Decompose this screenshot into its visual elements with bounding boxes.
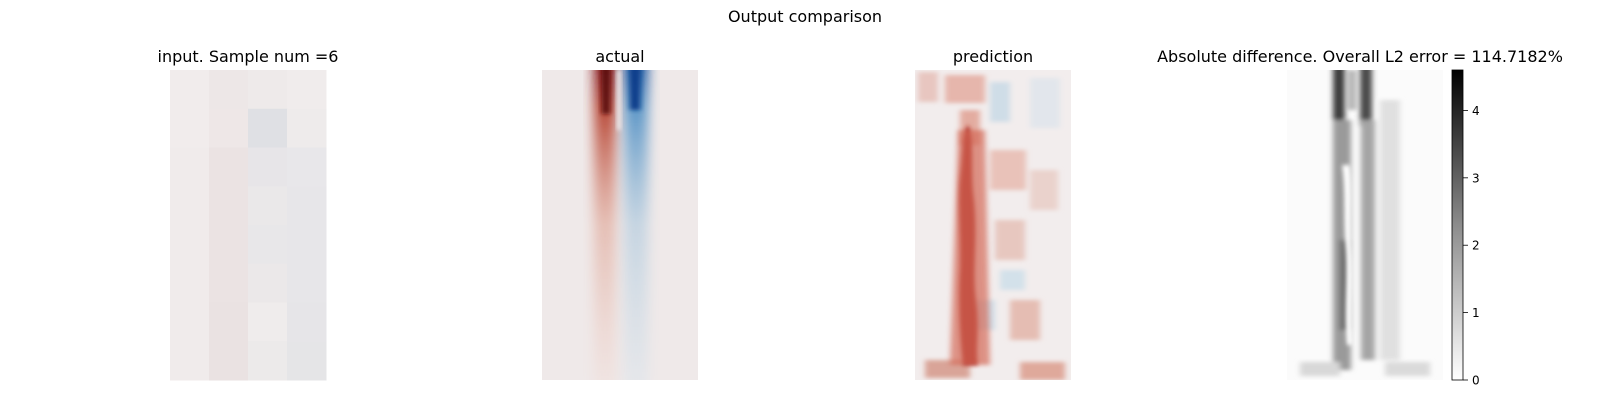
input-cell: [170, 147, 210, 187]
input-cell: [209, 108, 249, 148]
input-cell: [209, 341, 249, 381]
input-cell: [209, 263, 249, 303]
difference-streak: [1385, 362, 1430, 376]
input-cell: [248, 225, 288, 265]
input-cell: [248, 108, 288, 148]
colorbar-ticks: 0 1 2 3 4: [1463, 104, 1480, 388]
colorbar-tick-label: 1: [1472, 306, 1480, 320]
input-cell: [209, 70, 249, 110]
input-cell: [248, 263, 288, 303]
difference-panel-title: Absolute difference. Overall L2 error = …: [1157, 47, 1563, 66]
input-cell: [248, 341, 288, 381]
input-panel: input. Sample num =6: [158, 47, 339, 381]
input-cell: [170, 108, 210, 148]
input-cell: [287, 263, 327, 303]
colorbar-tick-label: 3: [1472, 171, 1480, 185]
input-cell: [209, 225, 249, 265]
input-cell: [248, 147, 288, 187]
input-cell: [170, 186, 210, 226]
input-cell: [209, 147, 249, 187]
prediction-red-halo: [950, 130, 990, 365]
prediction-blob: [1030, 78, 1060, 128]
colorbar-tick-label: 0: [1472, 374, 1480, 388]
input-cell: [287, 147, 327, 187]
prediction-blob: [990, 82, 1010, 122]
actual-blue-core: [630, 70, 640, 110]
difference-streak: [1360, 70, 1372, 126]
actual-gap: [617, 70, 621, 130]
prediction-heatmap: [915, 70, 1071, 380]
difference-streak: [1361, 120, 1375, 360]
difference-streak: [1380, 100, 1400, 360]
input-cell: [287, 70, 327, 110]
difference-streak: [1300, 362, 1340, 376]
actual-red-core: [602, 70, 610, 114]
input-cell: [287, 186, 327, 226]
actual-heatmap: [542, 70, 698, 380]
input-cell: [170, 341, 210, 381]
input-cell: [287, 341, 327, 381]
difference-white-gap: [1342, 165, 1353, 345]
colorbar-gradient: [1451, 69, 1464, 381]
input-cell: [248, 302, 288, 342]
input-cell: [170, 70, 210, 110]
prediction-blob: [1010, 300, 1040, 340]
difference-streak: [1333, 70, 1345, 126]
prediction-blob: [945, 75, 985, 103]
difference-streak: [1348, 70, 1356, 110]
input-cell: [209, 186, 249, 226]
colorbar-tick-label: 2: [1472, 239, 1480, 253]
input-cell: [170, 263, 210, 303]
actual-red-band: [594, 70, 616, 380]
difference-heatmap: [1287, 70, 1443, 380]
difference-streak: [1340, 240, 1350, 330]
input-heatmap: [170, 70, 327, 381]
actual-blue-band: [624, 70, 648, 380]
input-cell: [248, 186, 288, 226]
prediction-panel-title: prediction: [953, 47, 1033, 66]
input-cell: [209, 302, 249, 342]
colorbar: 0 1 2 3 4: [1451, 69, 1480, 388]
actual-panel: actual: [542, 47, 698, 380]
input-cell: [248, 70, 288, 110]
prediction-panel: prediction: [915, 47, 1071, 380]
actual-panel-title: actual: [595, 47, 644, 66]
prediction-blob: [990, 150, 1026, 190]
prediction-blob: [995, 220, 1025, 260]
colorbar-tick-label: 4: [1472, 104, 1480, 118]
input-cell: [287, 302, 327, 342]
input-cell: [170, 225, 210, 265]
figure-title: Output comparison: [728, 7, 882, 26]
prediction-blob: [1020, 362, 1065, 380]
input-cell: [287, 108, 327, 148]
prediction-blob: [1030, 170, 1058, 210]
input-panel-title: input. Sample num =6: [158, 47, 339, 66]
input-cell: [287, 225, 327, 265]
difference-panel: Absolute difference. Overall L2 error = …: [1157, 47, 1563, 388]
input-cell: [170, 302, 210, 342]
prediction-blob: [1000, 270, 1025, 290]
prediction-blob: [918, 72, 938, 102]
